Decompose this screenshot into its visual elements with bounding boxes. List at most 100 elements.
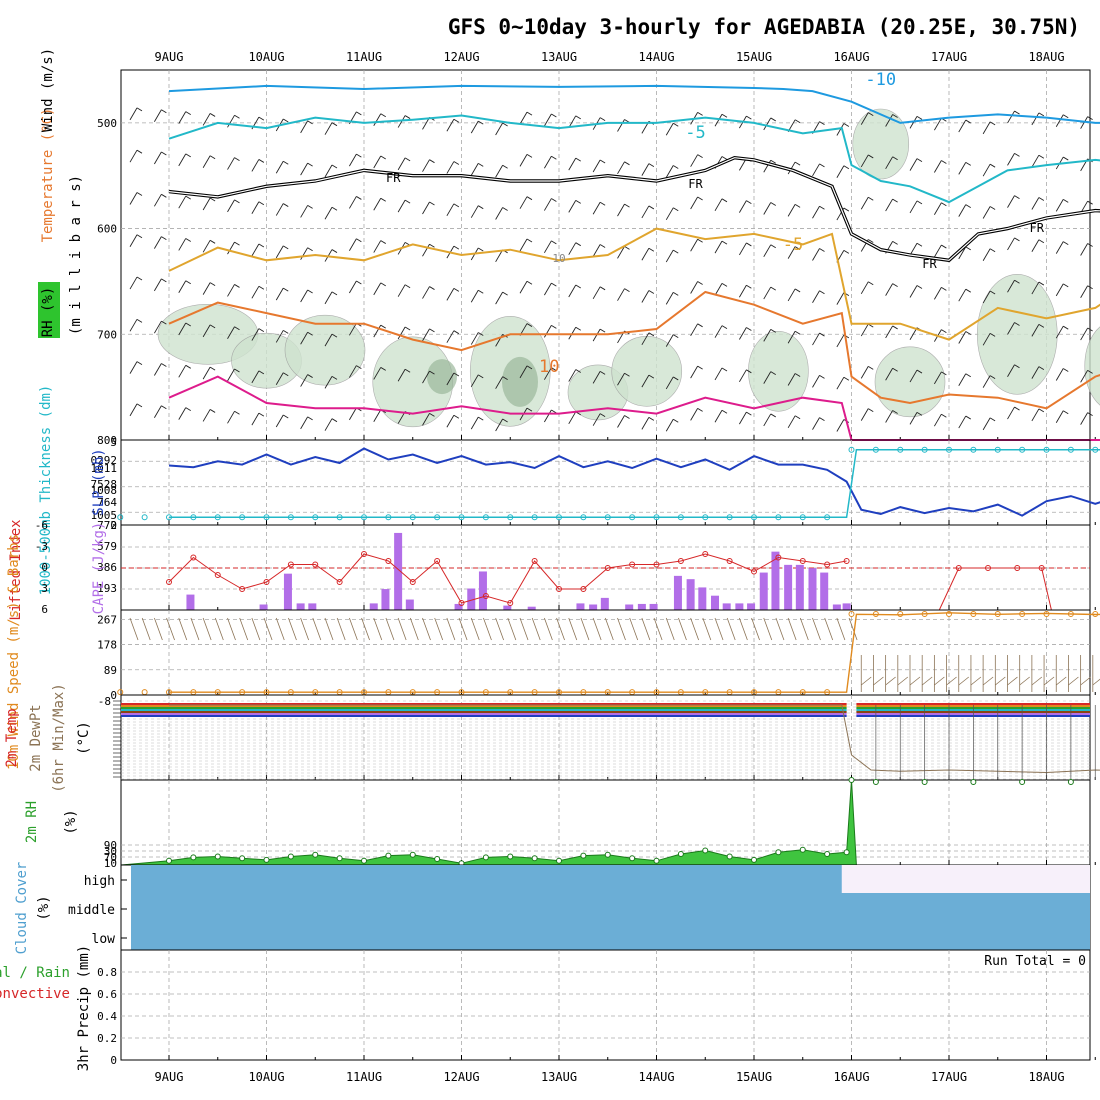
pressure-tick-label: 800 [97,434,117,447]
wind-barb-flag [429,286,435,290]
slp-tick-label: 0292 [91,454,118,467]
wind-barb [300,205,309,218]
lifted-index-marker [677,558,684,564]
wind-barb [982,333,991,346]
wind-barb-flag [673,418,679,423]
wind-barb [665,334,674,347]
wind-barb-flag [794,246,801,251]
wind-barb [714,114,723,127]
wind-barb-flag [648,163,655,168]
wind-barb [543,240,552,254]
lifted-axis-label-part: Lifted Index [8,519,24,620]
wind-barb [641,290,650,303]
temperature-axis-label: Temperature (°C) [40,108,56,243]
wind-barb [860,408,869,421]
wind10-barb [202,617,212,641]
cape-bar [722,603,731,610]
wind-barb-flag [819,332,825,337]
wind-barb [982,375,991,388]
wind10-barb-flag [921,676,933,686]
wind-barb-flag [721,198,728,203]
bottom-date-axis: 9AUG 10AUG 11AUG 12AUG 13AUG 14AUG 15AUG 16AUG 1… [155,1070,1065,1084]
wind-barb [470,374,479,388]
wind-barb-flag [916,158,923,163]
wind10-barb-flag [897,676,909,686]
wind10-barb-flag [1043,676,1055,686]
wind10-barb [556,617,565,641]
lifted-index-marker [702,551,709,557]
wind10-barb [617,617,626,641]
rh-axis-label-part: RH (%) [40,287,56,338]
lifted-index-marker [824,561,831,568]
rh-marker [677,850,684,857]
wind-barb-flag [502,122,508,127]
wind10-speed-line [169,612,1100,693]
wind-barb [422,117,430,130]
thickness-marker [653,514,660,521]
wind-barb [568,327,577,340]
wind10-barb [678,617,687,641]
wind-barb [1031,112,1040,126]
top-date-label: 11AUG [346,50,382,64]
top-date-label: 10AUG [248,50,284,64]
wind10-barb [787,617,797,641]
wind-barb-flag [843,165,850,170]
wind-barb [1055,114,1064,127]
wind-barb [178,407,187,420]
wind-barb-flag [307,205,313,209]
cape-bar [637,603,646,610]
wind-barb-flag [599,328,606,333]
lifted-index-marker [556,586,562,592]
lifted-axis-label: Lifted Index [8,519,24,620]
wind-barb [1007,195,1015,208]
rh-marker [970,779,977,785]
wind-barb [617,203,625,217]
lifted-tick-label: 0 [41,561,48,574]
wind-barb [1080,370,1089,383]
cape-bar [711,595,719,610]
wind-barb [153,194,162,207]
slp-tick-label: 7528 [91,478,118,491]
thickness-marker [897,446,904,453]
wind-barb-flag [746,200,752,205]
wind10-marker [872,610,879,617]
wind10-barb [836,617,846,641]
wind-barb-flag [794,161,801,166]
wind-barb-flag [1087,243,1093,247]
wind-barb-flag [673,291,679,296]
wind-barb-flag [234,284,240,288]
wind-barb [787,415,796,429]
wind-barb [641,248,650,261]
wind-barb-flag [721,240,728,245]
isotherm-line [168,227,1100,341]
wind-barb-flag [868,408,874,413]
wind-barb [470,290,479,303]
wind-barb-flag [868,154,874,159]
top-date-label: 14AUG [638,50,674,64]
wind10-barb [312,617,322,641]
precip-tick-label: 0.4 [97,1010,117,1023]
wind-barb [982,417,991,431]
bottom-date-label: 10AUG [248,1070,284,1084]
wind-barb-flag [551,155,557,160]
wind-barb [958,288,967,302]
wind-barb-flag [1087,116,1093,121]
wind-barb-flag [307,120,313,125]
wind-barb-flag [234,114,240,119]
cape-bar [842,603,851,610]
slp-axis-label: SLP (mb) [91,448,107,515]
wind-barb-flag [989,375,996,380]
wind-barb [373,240,382,253]
wind-barb [446,372,455,386]
wind10-barb [288,617,297,641]
wind-barb [617,119,625,132]
wind-barb [1080,243,1089,256]
lifted-index-marker [361,551,367,557]
wind-barb-flag [575,200,581,204]
wind-barb [738,200,747,213]
wind-barb [958,162,967,175]
wind-barb [958,373,967,386]
dewpt-axis-label: 2m DewPt [28,704,44,771]
wind-barb-flag [989,332,996,337]
